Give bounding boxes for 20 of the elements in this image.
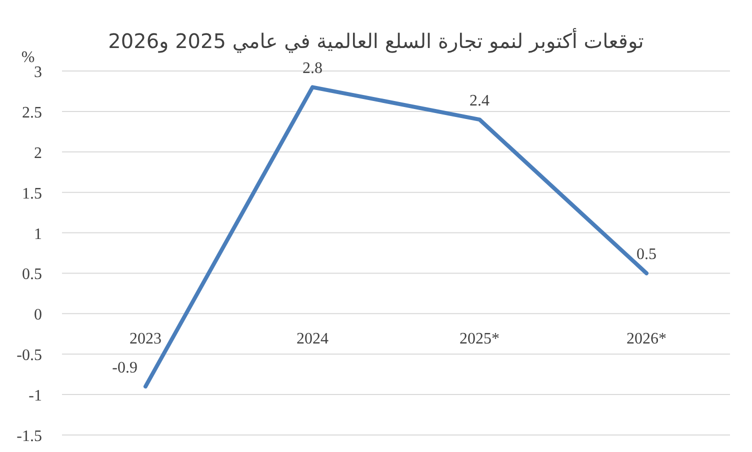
y-tick-label: 1 [34, 226, 42, 243]
y-tick-label: -1 [28, 388, 42, 405]
x-tick-label: 2026* [626, 330, 666, 348]
data-label: 2.4 [470, 92, 490, 110]
data-label: 2.8 [302, 60, 322, 78]
x-tick-label: 2024 [296, 330, 328, 348]
y-tick-label: 2 [34, 144, 42, 162]
y-tick-label: 2.5 [22, 104, 42, 122]
y-tick-label: 0 [34, 306, 42, 324]
y-tick-label: 3 [34, 64, 42, 81]
y-tick-label: 1.5 [22, 185, 42, 202]
x-tick-label: 2023 [130, 330, 162, 348]
data-label: -0.9 [112, 359, 138, 376]
y-tick-label: 0.5 [22, 266, 42, 284]
y-tick-label: -1.5 [16, 428, 42, 445]
y-tick-label: -0.5 [16, 347, 42, 364]
y-axis-title: % [21, 49, 35, 66]
x-tick-label: 2025* [460, 330, 500, 348]
chart-title: توقعات أكتوبر لنمو تجارة السلع العالمية في عامي 2025 و2026 [108, 28, 644, 53]
data-label: 0.5 [636, 246, 656, 264]
